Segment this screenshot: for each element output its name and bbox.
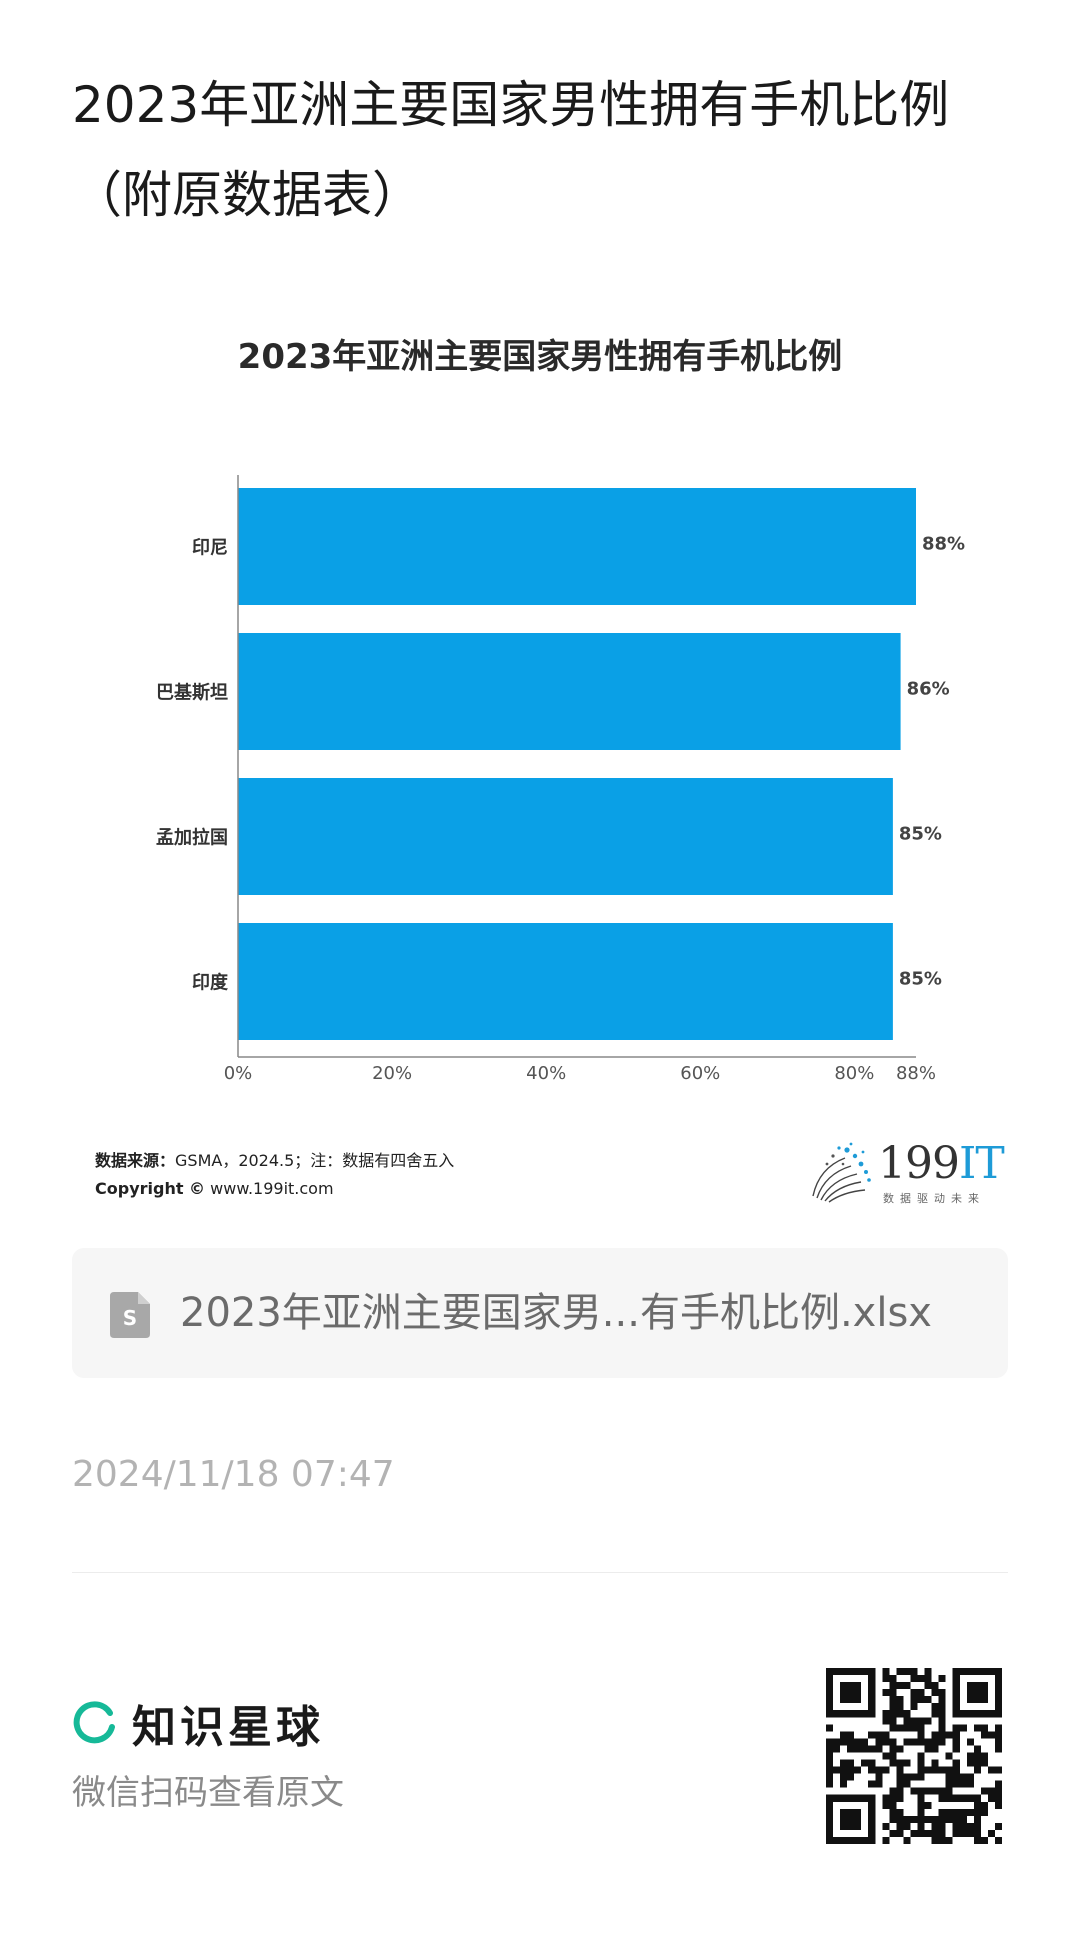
- copyright-label: Copyright ©: [95, 1179, 206, 1198]
- bar-3: [238, 778, 893, 895]
- chart-title: 2023年亚洲主要国家男性拥有手机比例: [238, 337, 843, 377]
- bar-4: [238, 923, 893, 1040]
- category-label: 巴基斯坦: [156, 682, 228, 704]
- spreadsheet-file-icon: S: [110, 1292, 150, 1338]
- logo-wordmark: 199IT: [878, 1138, 1005, 1189]
- scan-hint: 微信扫码查看原文: [72, 1773, 344, 1813]
- bar-1: [238, 488, 916, 605]
- source-label: 数据来源：: [95, 1151, 176, 1170]
- attachment-file-card[interactable]: S 2023年亚洲主要国家男...有手机比例.xlsx: [72, 1248, 1008, 1378]
- page-title: 2023年亚洲主要国家男性拥有手机比例（附原数据表）: [72, 76, 950, 224]
- svg-text:S: S: [123, 1306, 137, 1330]
- data-label: 85%: [899, 824, 942, 845]
- qr-code[interactable]: [826, 1668, 1002, 1844]
- category-label: 印尼: [192, 538, 228, 559]
- data-label: 86%: [907, 679, 950, 700]
- x-tick-label: 80%: [834, 1063, 874, 1084]
- category-label: 孟加拉国: [156, 827, 228, 849]
- x-tick-label: 0%: [224, 1063, 253, 1084]
- x-tick-label: 60%: [680, 1063, 720, 1084]
- 199it-logo: 199IT 数据驱动未来: [805, 1138, 1005, 1208]
- data-label: 88%: [922, 534, 965, 555]
- post-timestamp: 2024/11/18 07:47: [72, 1454, 395, 1495]
- data-label: 85%: [899, 969, 942, 990]
- app-name: 知识星球: [132, 1702, 324, 1753]
- copyright-site: www.199it.com: [210, 1179, 334, 1198]
- file-name[interactable]: 2023年亚洲主要国家男...有手机比例.xlsx: [180, 1290, 932, 1336]
- source-note: 数据来源：GSMA，2024.5；注：数据有四舍五入 Copyright © w…: [95, 1147, 454, 1203]
- bar-2: [238, 633, 901, 750]
- category-label: 印度: [192, 972, 229, 994]
- logo-tagline: 数据驱动未来: [883, 1192, 985, 1205]
- x-tick-label: 40%: [526, 1063, 566, 1084]
- chart-container: 2023年亚洲主要国家男性拥有手机比例印尼 88% 巴基斯坦 86% 孟加拉国 85% 印度…: [72, 300, 1008, 1240]
- x-tick-label: 88%: [896, 1063, 936, 1084]
- x-tick-label: 20%: [372, 1063, 412, 1084]
- dots-logo-icon: [812, 1142, 871, 1203]
- divider: [72, 1572, 1008, 1573]
- zsxq-ring-icon: [73, 1701, 115, 1744]
- source-text: GSMA，2024.5；注：数据有四舍五入: [175, 1151, 455, 1170]
- zsxq-brand: 知识星球: [72, 1695, 324, 1753]
